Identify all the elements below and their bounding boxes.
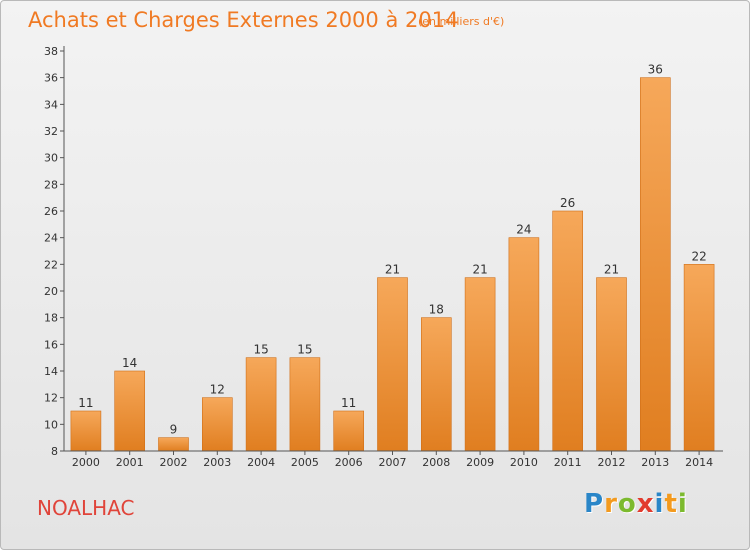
data-label-2008: 18 (429, 303, 444, 317)
bar-2008 (420, 317, 452, 452)
bar-2001 (114, 370, 145, 452)
y-tick-label-20: 20 (44, 285, 58, 298)
x-tick-label-2000: 2000 (72, 456, 100, 469)
y-tick-label-30: 30 (44, 152, 58, 165)
bar-2014 (683, 264, 715, 452)
bar-2011 (552, 210, 584, 452)
logo-letter: t (664, 489, 678, 519)
labels-group: 11 2000 14 2001 9 2002 12 2003 15 2004 15 2005 11 200… (44, 45, 713, 469)
y-tick-label-38: 38 (44, 45, 58, 58)
x-tick-label-2014: 2014 (685, 456, 713, 469)
logo-letter: r (604, 489, 618, 519)
bar-2002 (158, 437, 189, 452)
y-tick-label-18: 18 (44, 312, 58, 325)
logo-letter: i (677, 489, 688, 519)
data-label-2005: 15 (297, 343, 312, 357)
y-tick-label-26: 26 (44, 205, 58, 218)
x-tick-label-2006: 2006 (335, 456, 363, 469)
y-tick-label-36: 36 (44, 72, 58, 85)
bar-2007 (377, 277, 408, 452)
axes-group (60, 46, 723, 455)
y-tick-label-32: 32 (44, 125, 58, 138)
x-tick-label-2013: 2013 (641, 456, 669, 469)
x-tick-label-2005: 2005 (291, 456, 319, 469)
x-tick-label-2012: 2012 (598, 456, 626, 469)
bar-2005 (289, 357, 321, 452)
x-tick-label-2004: 2004 (247, 456, 275, 469)
y-tick-label-8: 8 (51, 445, 58, 458)
logo-letter: x (636, 489, 655, 519)
y-tick-label-24: 24 (44, 232, 58, 245)
y-tick-label-28: 28 (44, 178, 58, 191)
bar-2012 (596, 277, 627, 452)
bar-2003 (202, 397, 233, 452)
logo-letter: i (654, 489, 665, 519)
data-label-2000: 11 (78, 396, 93, 410)
logo-letter: o (617, 489, 637, 519)
data-label-2006: 11 (341, 396, 356, 410)
x-tick-label-2010: 2010 (510, 456, 538, 469)
chart-title: Achats et Charges Externes 2000 à 2014 (28, 8, 459, 32)
data-label-2010: 24 (516, 223, 531, 237)
data-label-2001: 14 (122, 356, 137, 370)
data-label-2003: 12 (210, 383, 225, 397)
x-tick-label-2009: 2009 (466, 456, 494, 469)
y-tick-label-14: 14 (44, 365, 58, 378)
logo-letter: P (584, 489, 605, 519)
x-tick-label-2002: 2002 (160, 456, 188, 469)
data-label-2007: 21 (385, 263, 400, 277)
x-tick-label-2007: 2007 (379, 456, 407, 469)
data-label-2011: 26 (560, 196, 575, 210)
bar-2000 (70, 410, 102, 452)
data-label-2002: 9 (170, 423, 178, 437)
y-tick-label-22: 22 (44, 258, 58, 271)
x-tick-label-2008: 2008 (422, 456, 450, 469)
y-tick-label-10: 10 (44, 418, 58, 431)
data-label-2012: 21 (604, 263, 619, 277)
x-tick-label-2001: 2001 (116, 456, 144, 469)
data-label-2013: 36 (648, 63, 663, 77)
data-label-2009: 21 (472, 263, 487, 277)
y-tick-label-12: 12 (44, 392, 58, 405)
bar-2009 (464, 277, 496, 452)
data-label-2014: 22 (691, 249, 706, 263)
x-tick-label-2003: 2003 (203, 456, 231, 469)
x-tick-label-2011: 2011 (554, 456, 582, 469)
proxiti-logo: Proxiti (584, 489, 688, 519)
bar-2006 (333, 410, 365, 452)
bars-group (70, 77, 715, 452)
data-label-2004: 15 (253, 343, 268, 357)
commune-name: NOALHAC (37, 496, 135, 520)
y-tick-label-34: 34 (44, 98, 58, 111)
y-tick-label-16: 16 (44, 338, 58, 351)
bar-2010 (508, 237, 540, 452)
bar-2013 (639, 77, 671, 452)
chart-subtitle: (en milliers d'€) (418, 15, 505, 28)
bar-2004 (245, 357, 277, 452)
